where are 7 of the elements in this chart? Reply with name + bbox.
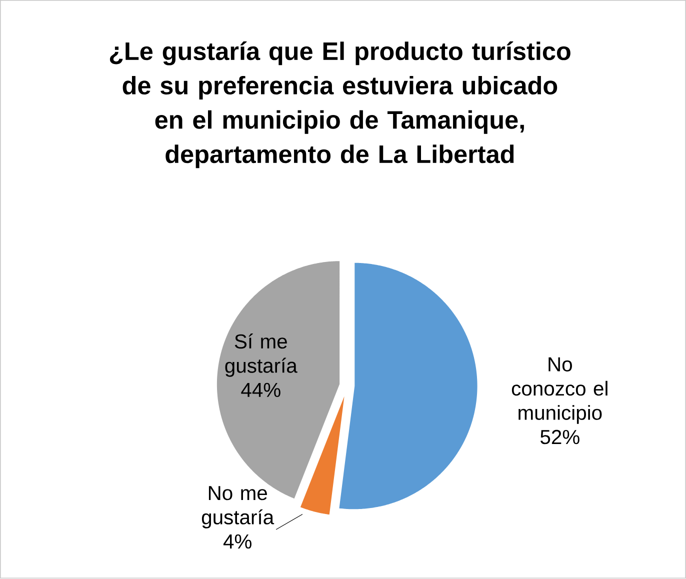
data-label: 4% xyxy=(223,534,252,549)
slice-label: Sí me gustaría xyxy=(225,334,298,378)
data-label: 44% xyxy=(241,383,280,398)
data-label: 52% xyxy=(540,430,580,444)
slice-label: No me gustaría xyxy=(202,486,274,529)
chart-title: ¿Le gustaría que El producto turístico de su preferencia estuviera ubicado en el municipio de Tamanique, departamento de La Libertad xyxy=(110,42,570,168)
slice-label: No conozco el municipio xyxy=(512,358,608,424)
